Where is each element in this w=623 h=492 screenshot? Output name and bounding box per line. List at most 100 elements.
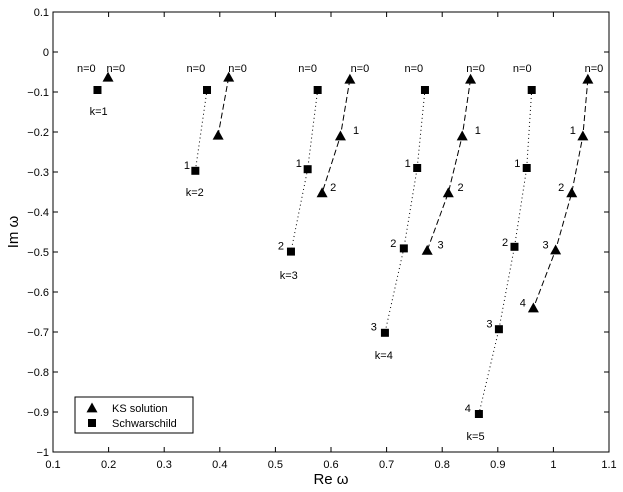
annotation-label: n=0 <box>351 63 370 75</box>
schwarzschild-point-k4-n0 <box>420 86 429 94</box>
annotation-label: 1 <box>514 158 520 170</box>
annotation-label: 2 <box>502 237 508 249</box>
schwarzschild-line-k2 <box>194 89 208 171</box>
annotation-label: n=0 <box>298 63 317 75</box>
x-tick-label: 0.6 <box>323 459 338 471</box>
schwarzschild-point-k4-n1 <box>413 164 422 172</box>
legend-triangle-icon <box>86 402 98 413</box>
y-tick-label: 0 <box>43 47 49 59</box>
legend-label: KS solution <box>112 403 168 415</box>
annotations: n=0 n=0 k=1 n=0 n=0 1 k=2 n=0 n=0 1 1 2 2 k=3 n=0 n=0 1 1… <box>77 63 603 443</box>
annotation-label: n=0 <box>466 63 485 75</box>
annotation-label: n=0 <box>513 63 532 75</box>
schwarzschild-point-k5-n3 <box>494 325 503 334</box>
schwarzschild-point-k3-n2 <box>286 247 295 256</box>
annotation-label: n=0 <box>106 63 125 75</box>
schwarzschild-point-k5-n0 <box>527 86 536 94</box>
series-markers <box>93 71 594 418</box>
x-tick-label: 0.2 <box>101 459 116 471</box>
annotation-label: 1 <box>570 125 576 137</box>
y-tick-label: −0.5 <box>27 247 49 259</box>
ks-point-k4-n1 <box>456 130 468 141</box>
annotation-label: k=3 <box>280 270 298 282</box>
annotation-label: 3 <box>437 239 443 251</box>
schwarzschild-point-k3-n0 <box>313 86 322 94</box>
ks-point-k2-n0 <box>223 71 235 82</box>
ks-point-k3-n2 <box>316 187 328 198</box>
annotation-label: 1 <box>353 125 359 137</box>
ks-point-k4-n2 <box>442 187 454 198</box>
annotation-label: 2 <box>457 182 463 194</box>
axis-ticks: 0.1 0.2 0.3 0.4 0.5 0.6 0.7 0.8 0.9 1 1.1 −1 −0.9 −0.… <box>27 7 616 471</box>
ks-point-k5-n0 <box>582 73 594 84</box>
annotation-label: 1 <box>184 160 190 172</box>
y-tick-label: −0.4 <box>27 207 49 219</box>
y-tick-label: 0.1 <box>34 7 49 19</box>
schwarzschild-line-k5 <box>478 89 533 415</box>
ks-line-k3 <box>321 79 351 193</box>
annotation-label: k=4 <box>375 350 393 362</box>
y-tick-label: −0.9 <box>27 407 49 419</box>
schwarzschild-point-k4-n3 <box>380 328 389 337</box>
x-tick-label: 0.4 <box>212 459 227 471</box>
ks-point-k4-n3 <box>421 244 433 255</box>
annotation-label: k=2 <box>186 187 204 199</box>
legend: KS solution Schwarschild <box>74 396 194 434</box>
annotation-label: 4 <box>465 403 471 415</box>
y-axis-label: Im ω <box>5 215 22 248</box>
ks-point-k5-n4 <box>527 302 539 313</box>
legend-label: Schwarschild <box>112 418 177 430</box>
annotation-label: 3 <box>371 321 377 333</box>
ks-point-k5-n1 <box>577 130 589 141</box>
schwarzschild-point-k4-n2 <box>399 244 408 253</box>
ks-line-k2 <box>217 77 230 136</box>
legend-box <box>74 396 194 434</box>
y-tick-label: −0.2 <box>27 127 49 139</box>
ks-point-k3-n0 <box>344 73 356 84</box>
annotation-label: 4 <box>520 297 526 309</box>
annotation-label: 2 <box>278 241 284 253</box>
x-axis-label: Re ω <box>313 471 348 488</box>
ks-point-k1-n0 <box>102 71 114 82</box>
annotation-label: 1 <box>405 158 411 170</box>
annotation-label: k=1 <box>90 106 108 118</box>
schwarzschild-point-k3-n1 <box>303 165 312 174</box>
x-tick-label: 1 <box>550 459 556 471</box>
schwarzschild-point-k5-n4 <box>474 410 483 418</box>
y-tick-label: −0.1 <box>27 87 49 99</box>
x-tick-label: 0.9 <box>490 459 505 471</box>
annotation-label: 3 <box>543 239 549 251</box>
annotation-label: 2 <box>390 238 396 250</box>
x-tick-label: 0.8 <box>435 459 450 471</box>
annotation-label: n=0 <box>405 63 424 75</box>
y-tick-label: −0.7 <box>27 327 49 339</box>
ks-point-k3-n1 <box>334 130 346 141</box>
annotation-label: n=0 <box>228 63 247 75</box>
x-tick-label: 0.7 <box>379 459 394 471</box>
annotation-label: 2 <box>330 182 336 194</box>
y-tick-label: −0.8 <box>27 367 49 379</box>
annotation-label: 1 <box>475 125 481 137</box>
schwarzschild-point-k5-n1 <box>522 164 531 172</box>
annotation-label: n=0 <box>585 63 604 75</box>
annotation-label: n=0 <box>187 63 206 75</box>
schwarzschild-line-k4 <box>384 89 426 333</box>
ks-point-k2-n1 <box>212 129 224 140</box>
annotation-label: 2 <box>558 182 564 194</box>
plot-border <box>52 11 610 453</box>
ks-line-k4 <box>426 79 472 251</box>
x-tick-label: 1.1 <box>601 459 616 471</box>
annotation-label: 1 <box>296 158 302 170</box>
ks-line-k5 <box>532 79 589 309</box>
annotation-label: 3 <box>486 319 492 331</box>
schwarzschild-point-k2-n1 <box>191 166 200 175</box>
x-tick-label: 0.3 <box>157 459 172 471</box>
schwarzschild-point-k1-n0 <box>93 86 102 94</box>
x-tick-label: 0.1 <box>45 459 60 471</box>
annotation-label: k=5 <box>467 431 485 443</box>
y-tick-label: −0.3 <box>27 167 49 179</box>
ks-point-k5-n3 <box>550 244 562 255</box>
schwarzschild-point-k2-n0 <box>203 86 212 94</box>
y-tick-label: −1 <box>36 447 49 459</box>
